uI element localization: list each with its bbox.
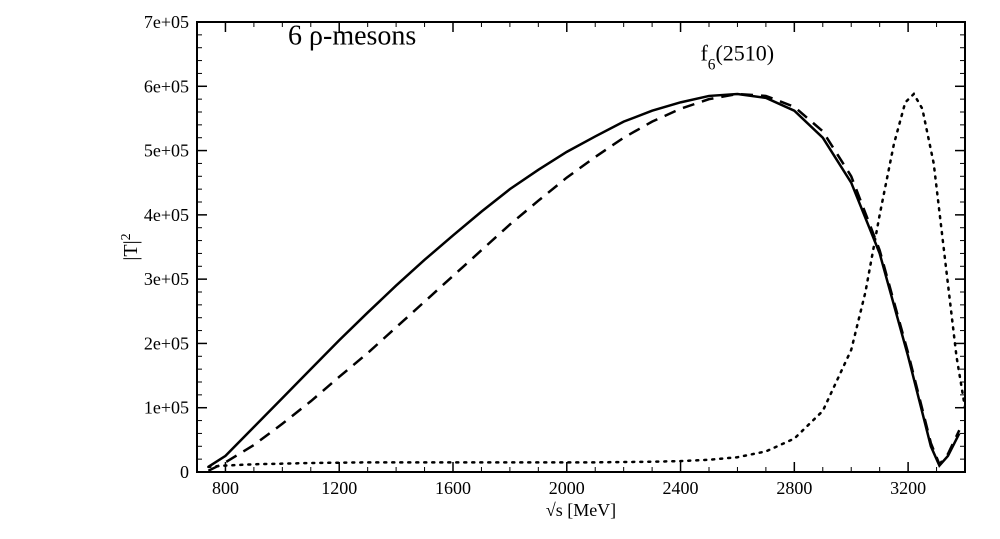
svg-text:2000: 2000 <box>549 478 585 498</box>
svg-text:6 ρ-mesons: 6 ρ-mesons <box>288 21 416 52</box>
svg-text:1600: 1600 <box>435 478 471 498</box>
svg-text:6e+05: 6e+05 <box>144 76 189 96</box>
svg-text:|T|2: |T|2 <box>119 233 143 260</box>
svg-text:f6(2510): f6(2510) <box>700 41 774 73</box>
svg-text:0: 0 <box>180 462 189 482</box>
svg-text:2800: 2800 <box>776 478 812 498</box>
svg-text:7e+05: 7e+05 <box>144 12 189 32</box>
svg-text:5e+05: 5e+05 <box>144 141 189 161</box>
chart-container: 800 1200 1600 2000 2400 2800 3200 0 1e+05 2e+05 3e… <box>0 0 1000 539</box>
svg-text:3e+05: 3e+05 <box>144 269 189 289</box>
svg-text:4e+05: 4e+05 <box>144 205 189 225</box>
svg-text:1e+05: 1e+05 <box>144 398 189 418</box>
svg-text:3200: 3200 <box>890 478 926 498</box>
svg-text:800: 800 <box>212 478 239 498</box>
svg-text:1200: 1200 <box>321 478 357 498</box>
chart-svg: 800 1200 1600 2000 2400 2800 3200 0 1e+05 2e+05 3e… <box>0 0 1000 539</box>
svg-text:√s [MeV]: √s [MeV] <box>546 500 616 520</box>
svg-text:2e+05: 2e+05 <box>144 333 189 353</box>
svg-text:2400: 2400 <box>663 478 699 498</box>
